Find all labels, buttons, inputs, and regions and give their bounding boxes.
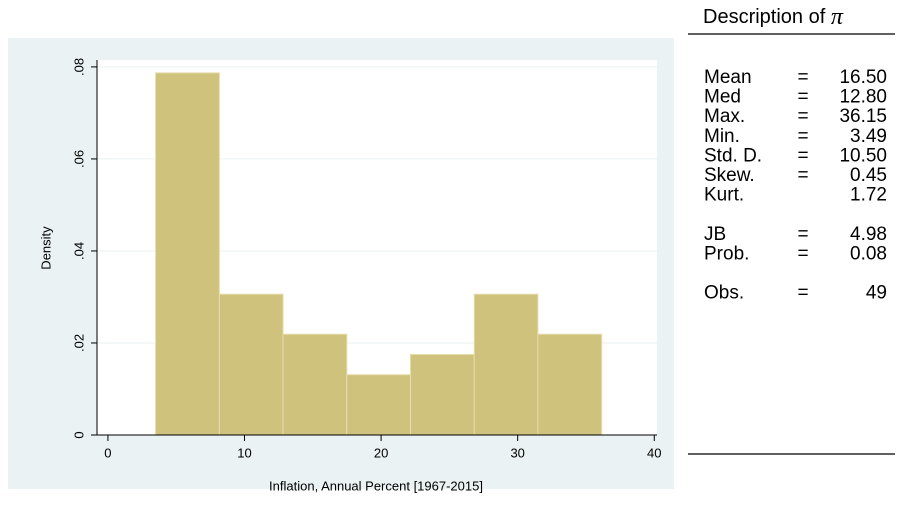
bar [409,353,475,436]
y-axis-title: Density [38,226,53,270]
bar [155,72,220,436]
bar [346,374,411,436]
bar [473,293,539,436]
x-tick-label: 20 [374,445,388,460]
stat-label: Std. D. [704,145,762,166]
bar [537,333,603,436]
y-tick-label: .08 [71,58,86,76]
x-tick-label: 40 [647,445,661,460]
stat-value: 1.72 [850,185,887,206]
stat-value: 0.45 [850,165,887,186]
stat-sign: = [797,283,808,304]
stat-value: 12.80 [839,87,887,108]
y-tick-label: .04 [71,242,86,260]
stat-sign: = [797,243,808,264]
stat-label: Min. [704,126,740,147]
stat-sign: = [797,87,808,108]
stat-sign: = [797,224,808,245]
stat-label: Obs. [704,283,744,304]
x-axis-title: Inflation, Annual Percent [1967-2015] [269,478,483,493]
stat-label: Mean [704,67,752,88]
stat-value: 3.49 [850,126,887,147]
bar [218,293,284,436]
stat-label: Kurt. [704,185,744,206]
x-tick-label: 30 [510,445,524,460]
bar [282,333,348,436]
stat-value: 0.08 [850,243,887,264]
stat-value: 10.50 [839,145,887,166]
x-tick-label: 0 [104,445,111,460]
stat-value: 36.15 [839,106,887,127]
stat-sign: = [797,145,808,166]
stat-label: Skew. [704,165,755,186]
stat-sign: = [797,126,808,147]
stat-sign: = [797,165,808,186]
stat-value: 4.98 [850,224,887,245]
stat-label: Prob. [704,243,749,264]
stat-sign: = [797,67,808,88]
stat-value: 49 [866,283,887,304]
stat-label: Med [704,87,741,108]
stat-label: JB [704,224,726,245]
y-tick-label: .02 [71,334,86,352]
y-tick-label: 0 [71,431,86,438]
stat-sign: = [797,106,808,127]
x-tick-label: 10 [237,445,251,460]
stats-title-text: Description of [703,6,826,28]
stats-title: Description of π [703,4,844,30]
stat-label: Max. [704,106,745,127]
stats-symbol: π [831,4,844,30]
stat-value: 16.50 [839,67,887,88]
y-tick-label: .06 [71,150,86,168]
